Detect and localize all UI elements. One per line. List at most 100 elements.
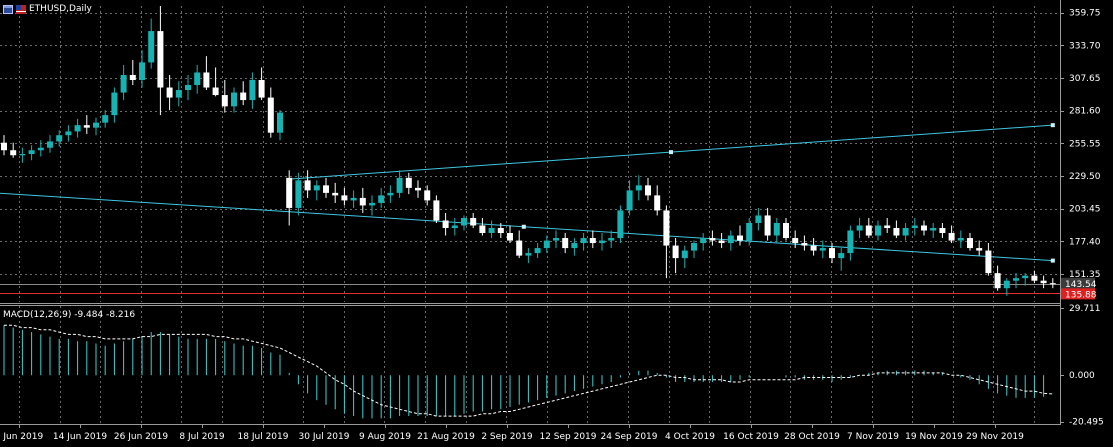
symbol-header: ETHUSD,Daily — [3, 4, 92, 14]
candle-body — [350, 197, 357, 201]
candle-body — [65, 131, 72, 136]
price-tick-label: 281.60 — [1069, 107, 1101, 117]
candle-body — [599, 240, 605, 244]
candle-body — [175, 90, 182, 98]
current-price-label: 143.54 — [1065, 280, 1097, 290]
candle-body — [129, 74, 136, 80]
price-tick-label: 307.65 — [1069, 74, 1101, 84]
candle-body — [424, 190, 431, 201]
candle-body — [313, 185, 320, 191]
candle-body — [111, 92, 118, 116]
trendline-anchor — [1050, 123, 1055, 128]
time-tick-label: 14 Jun 2019 — [53, 432, 107, 442]
candle-body — [534, 248, 541, 254]
candle-body — [1013, 278, 1019, 281]
price-tick-label: 255.55 — [1069, 139, 1101, 149]
time-tick-label: 4 Jun 2019 — [0, 432, 43, 442]
candle-body — [875, 225, 881, 236]
candle-body — [948, 233, 955, 241]
candle-body — [727, 235, 734, 244]
current-price-tag — [1061, 277, 1095, 289]
macd-signal-line — [4, 324, 1053, 417]
candle-body — [378, 195, 385, 203]
candle-body — [295, 180, 302, 208]
candle-body — [258, 80, 265, 98]
candle-body — [93, 122, 99, 128]
candle-body — [1049, 283, 1056, 285]
candle-body — [902, 228, 909, 236]
candle-body — [488, 228, 495, 234]
time-tick-label: 28 Oct 2019 — [784, 432, 840, 442]
macd-tick-label: 0.000 — [1069, 371, 1095, 381]
trendlines — [0, 123, 1060, 294]
candle-body — [83, 125, 90, 128]
candlesticks — [1, 6, 1056, 296]
candle-body — [221, 95, 228, 107]
candle-body — [212, 87, 219, 96]
candle-body — [911, 225, 918, 228]
candle-body — [231, 92, 237, 107]
flag-icon — [16, 4, 26, 14]
macd-header-label: MACD(12,26,9) -9.484 -8.216 — [3, 310, 135, 320]
candle-body — [120, 74, 127, 93]
candle-body — [838, 253, 845, 259]
candle-body — [516, 240, 523, 256]
candle-body — [304, 180, 311, 191]
price-tick-label: 359.75 — [1069, 9, 1101, 19]
candle-body — [37, 147, 44, 151]
candle-body — [470, 217, 477, 226]
candle-body — [451, 225, 458, 228]
candle-body — [442, 220, 449, 228]
candle-body — [847, 230, 854, 254]
candle-body — [203, 72, 210, 88]
candle-body — [957, 238, 964, 241]
price-tick-label: 333.70 — [1069, 41, 1101, 51]
candle-body — [783, 222, 789, 239]
candle-body — [415, 187, 421, 191]
candle-body — [654, 195, 661, 211]
candle-body — [691, 243, 697, 251]
candle-body — [976, 248, 983, 251]
candle-body — [1040, 280, 1047, 284]
candle-body — [396, 177, 403, 193]
candle-body — [1031, 275, 1038, 281]
candle-body — [277, 112, 283, 133]
candle-body — [608, 238, 615, 241]
candle-body — [967, 238, 973, 249]
candle-body — [985, 250, 992, 274]
candle-body — [507, 233, 513, 241]
trendline-anchor — [669, 150, 673, 155]
candle-body — [746, 222, 753, 241]
candle-body — [764, 215, 771, 236]
candle-body — [369, 202, 375, 206]
candle-body — [562, 238, 569, 249]
candle-body — [755, 215, 762, 223]
level-price-label: 135.88 — [1065, 290, 1097, 300]
candle-body — [1003, 280, 1010, 289]
trendline — [0, 192, 1053, 262]
candle-body — [663, 210, 670, 246]
candle-body — [387, 192, 394, 196]
candle-body — [681, 250, 688, 259]
candle-body — [792, 238, 799, 244]
candle-body — [893, 228, 900, 236]
candle-body — [709, 238, 716, 241]
candle-body — [884, 225, 891, 228]
candle-body — [323, 185, 329, 193]
macd-tick-label: -20.495 — [1069, 418, 1104, 428]
time-tick-label: 30 Jul 2019 — [299, 432, 350, 442]
candle-body — [801, 243, 808, 246]
grid — [0, 6, 1060, 424]
candle-body — [553, 238, 559, 241]
candle-body — [405, 177, 412, 188]
level-price-tag — [1061, 288, 1095, 300]
time-tick-label: 24 Sep 2019 — [600, 432, 657, 442]
time-tick-label: 4 Oct 2019 — [665, 432, 715, 442]
time-tick-label: 16 Oct 2019 — [723, 432, 779, 442]
candle-body — [102, 115, 109, 123]
candle-body — [139, 62, 145, 80]
candle-body — [718, 240, 725, 244]
candle-body — [433, 200, 440, 221]
